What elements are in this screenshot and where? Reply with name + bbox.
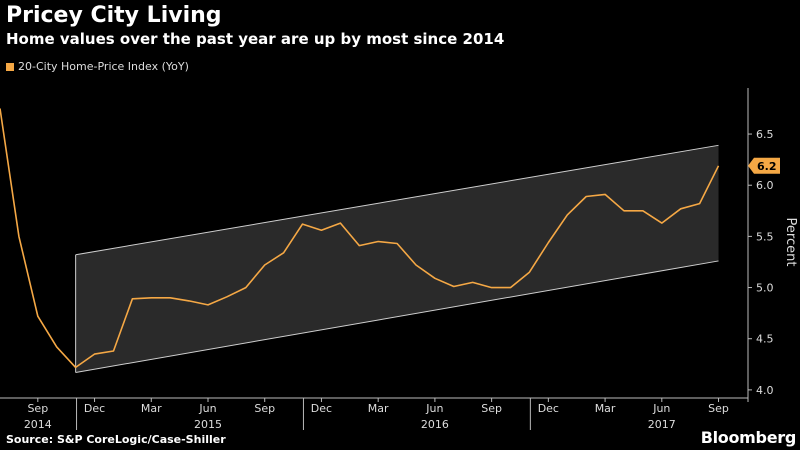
x-tick-label: Dec	[84, 402, 105, 415]
series-line	[0, 108, 720, 369]
x-tick-label: Dec	[311, 402, 332, 415]
x-tick-label: Sep	[481, 402, 502, 415]
chart-subtitle: Home values over the past year are up by…	[6, 30, 505, 48]
y-tick-label: 4.0	[756, 384, 774, 397]
channel-upper-line	[75, 144, 719, 256]
x-tick-label: Jun	[652, 402, 670, 415]
x-tick-label: Sep	[708, 402, 729, 415]
x-tick-label: Mar	[368, 402, 389, 415]
last-value-label: 6.2	[757, 160, 777, 173]
x-tick-label: Sep	[27, 402, 48, 415]
chart-title: Pricey City Living	[6, 3, 222, 28]
legend: 20-City Home-Price Index (YoY)	[6, 60, 189, 73]
legend-swatch	[6, 62, 14, 71]
legend-label: 20-City Home-Price Index (YoY)	[18, 60, 189, 73]
x-year-label: 2017	[648, 418, 676, 431]
channel-lower-line	[75, 260, 719, 373]
x-tick-label: Jun	[425, 402, 443, 415]
source-note: Source: S&P CoreLogic/Case-Shiller	[6, 433, 226, 446]
y-tick-label: 6.5	[756, 128, 774, 141]
bloomberg-logo: Bloomberg	[700, 428, 797, 447]
x-tick-label: Sep	[254, 402, 275, 415]
y-axis-label: Percent	[783, 218, 798, 267]
x-year-label: 2014	[24, 418, 52, 431]
x-tick-label: Dec	[538, 402, 559, 415]
y-tick-label: 6.0	[756, 179, 774, 192]
x-year-label: 2016	[421, 418, 449, 431]
trend-channel	[75, 145, 719, 373]
y-tick-label: 5.0	[756, 282, 774, 295]
x-tick-label: Mar	[595, 402, 616, 415]
x-tick-label: Mar	[141, 402, 162, 415]
x-year-label: 2015	[194, 418, 222, 431]
y-tick-label: 5.5	[756, 230, 774, 243]
last-value-marker	[748, 157, 780, 174]
x-tick-label: Jun	[198, 402, 216, 415]
y-tick-label: 4.5	[756, 333, 774, 346]
